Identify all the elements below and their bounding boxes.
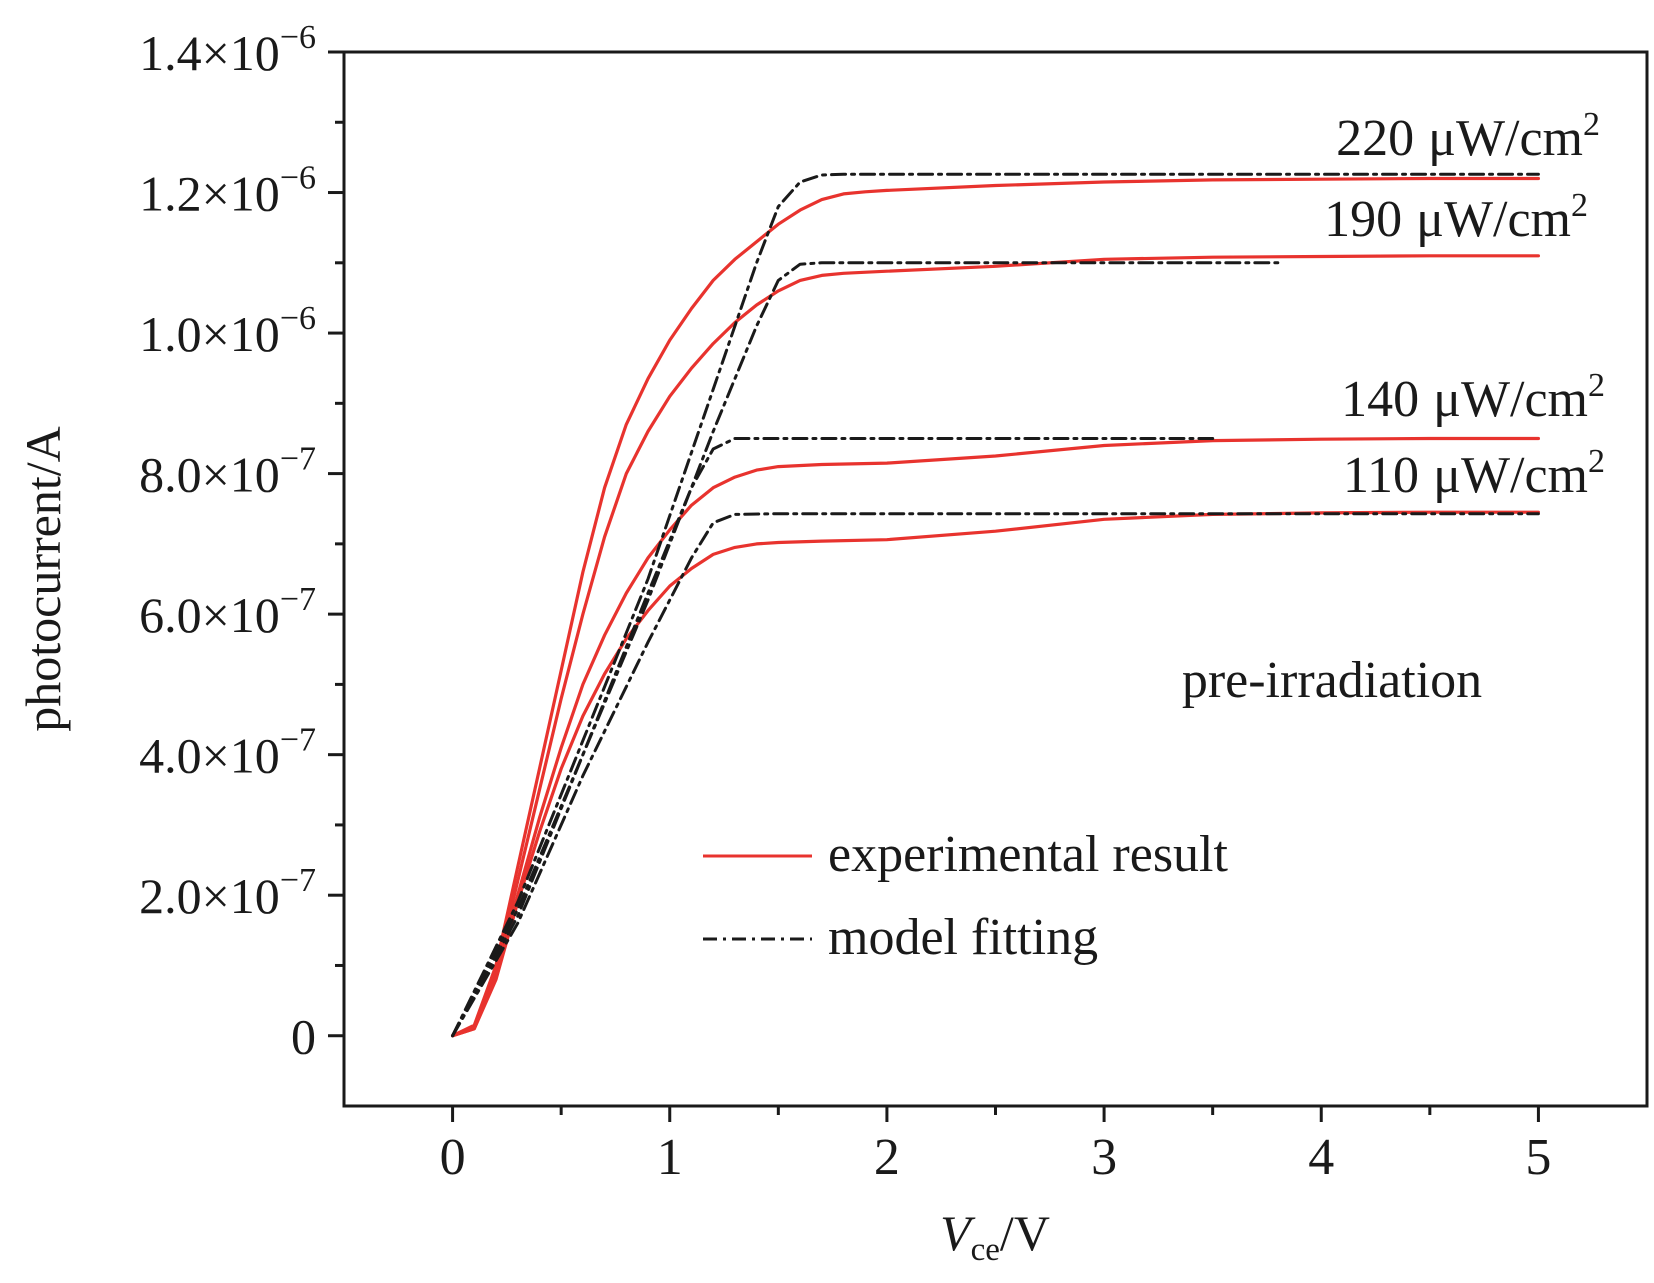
y-tick-label: 0 <box>291 1009 316 1065</box>
x-axis-title: Vce/V <box>940 1205 1050 1268</box>
y-tick-label: 4.0×10−7 <box>139 722 316 784</box>
y-tick-mantissa: 1.4×10 <box>139 25 280 81</box>
x-tick-label: 4 <box>1308 1129 1334 1186</box>
annotation-220-sup: 2 <box>1583 106 1600 143</box>
series-experimental-190 <box>451 254 1541 1038</box>
annotation-140-unit: μW/cm <box>1433 371 1588 428</box>
legend-label-experimental: experimental result <box>828 826 1229 883</box>
annotation-140-sup: 2 <box>1588 367 1605 404</box>
y-tick-mantissa: 4.0×10 <box>139 728 280 784</box>
y-tick-label: 2.0×10−7 <box>139 862 316 924</box>
x-tick-label: 0 <box>440 1129 466 1186</box>
series-layer <box>451 172 1541 1038</box>
annotation-190-value: 190 <box>1324 191 1402 248</box>
annotation-110-sup: 2 <box>1588 443 1605 480</box>
annotation-190-unit: μW/cm <box>1416 191 1571 248</box>
y-tick-label: 6.0×10−7 <box>139 581 316 643</box>
y-tick-exponent: −7 <box>280 722 316 759</box>
y-tick-mantissa: 2.0×10 <box>139 868 280 924</box>
y-tick-mantissa: 8.0×10 <box>139 447 280 503</box>
annotation-220-value: 220 <box>1336 110 1414 167</box>
axis-ticks <box>328 50 1540 1122</box>
x-axis-title-unit: /V <box>1000 1205 1050 1261</box>
legend-label-model: model fitting <box>828 909 1098 966</box>
annotation-140-value: 140 <box>1341 371 1419 428</box>
x-tick-label: 3 <box>1091 1129 1117 1186</box>
annotation-110-unit: μW/cm <box>1433 447 1588 504</box>
annotation-140: 140 μW/cm2 <box>1341 367 1605 428</box>
x-axis-title-subscript: ce <box>971 1232 1000 1268</box>
condition-label: pre-irradiation <box>1182 652 1482 709</box>
y-tick-label: 8.0×10−7 <box>139 441 316 503</box>
series-model-220 <box>451 172 1540 1038</box>
y-tick-mantissa: 1.0×10 <box>139 306 280 362</box>
x-tick-labels: 0 1 2 3 4 5 <box>440 1129 1552 1186</box>
y-tick-exponent: −7 <box>280 441 316 478</box>
x-tick-label: 5 <box>1525 1129 1551 1186</box>
series-experimental-110 <box>451 510 1541 1038</box>
annotation-110-value: 110 <box>1343 447 1419 504</box>
series-model-140 <box>451 437 1215 1038</box>
y-tick-exponent: −6 <box>280 160 316 197</box>
y-tick-label: 1.4×10−6 <box>139 19 316 81</box>
y-tick-mantissa: 6.0×10 <box>139 587 280 643</box>
annotation-190-sup: 2 <box>1571 187 1588 224</box>
y-tick-exponent: −6 <box>280 19 316 56</box>
y-tick-label: 1.0×10−6 <box>139 300 316 362</box>
series-experimental-220 <box>451 176 1541 1038</box>
y-tick-labels: 02.0×10−74.0×10−76.0×10−78.0×10−71.0×10−… <box>139 19 316 1065</box>
annotation-190: 190 μW/cm2 <box>1324 187 1588 248</box>
y-tick-label: 1.2×10−6 <box>139 160 316 222</box>
annotation-220-unit: μW/cm <box>1428 110 1583 167</box>
x-axis-title-main: V <box>940 1205 976 1261</box>
y-tick-mantissa: 0 <box>291 1009 316 1065</box>
x-tick-label: 1 <box>657 1129 683 1186</box>
y-axis-title: photocurrent/A <box>15 426 71 731</box>
x-tick-label: 2 <box>874 1129 900 1186</box>
annotation-220: 220 μW/cm2 <box>1336 106 1600 167</box>
y-tick-exponent: −6 <box>280 300 316 337</box>
annotation-110: 110 μW/cm2 <box>1343 443 1605 504</box>
series-experimental-140 <box>451 436 1541 1038</box>
y-tick-mantissa: 1.2×10 <box>139 166 280 222</box>
legend: experimental result model fitting <box>703 826 1229 966</box>
y-tick-exponent: −7 <box>280 862 316 899</box>
y-tick-exponent: −7 <box>280 581 316 618</box>
series-model-110 <box>451 512 1540 1038</box>
